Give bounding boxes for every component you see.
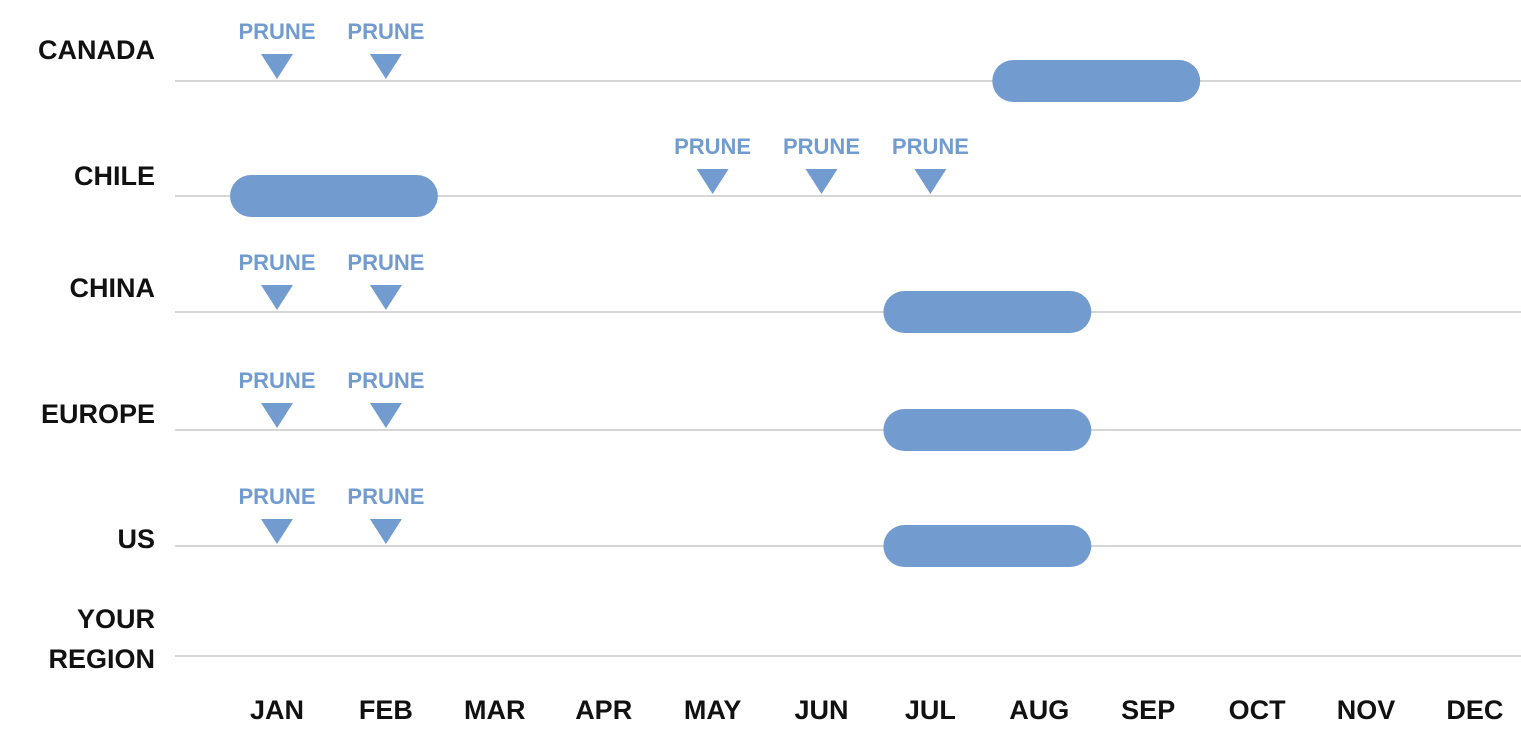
prune-marker (261, 285, 293, 310)
row-label: EUROPE (41, 399, 155, 429)
prune-marker (369, 54, 402, 79)
month-label: FEB (359, 695, 413, 725)
row-label: REGION (48, 644, 155, 674)
month-label: OCT (1229, 695, 1287, 725)
row-label: CHINA (70, 273, 156, 303)
month-label: JUN (794, 695, 848, 725)
month-label: APR (575, 695, 632, 725)
prune-label: PRUNE (783, 134, 860, 159)
prune-marker (696, 169, 729, 194)
prune-label: PRUNE (238, 19, 315, 44)
row-label: YOUR (77, 604, 155, 634)
prune-label: PRUNE (347, 250, 424, 275)
prune-marker (261, 403, 293, 428)
prune-label: PRUNE (892, 134, 969, 159)
prune-marker (914, 169, 947, 194)
prune-marker (369, 285, 402, 310)
month-label: NOV (1337, 695, 1396, 725)
prune-label: PRUNE (347, 368, 424, 393)
prune-marker (261, 54, 293, 79)
season-bar (883, 291, 1092, 333)
season-bar (883, 409, 1092, 451)
prune-label: PRUNE (347, 19, 424, 44)
month-label: DEC (1446, 695, 1503, 725)
prune-label: PRUNE (238, 484, 315, 509)
prune-marker (261, 519, 293, 544)
month-label: AUG (1009, 695, 1069, 725)
prune-marker (805, 169, 838, 194)
row-label: CHILE (74, 161, 155, 191)
prune-marker (369, 403, 402, 428)
prune-label: PRUNE (674, 134, 751, 159)
month-label: JAN (250, 695, 304, 725)
row-label: US (117, 524, 155, 554)
prune-marker (369, 519, 402, 544)
month-label: MAY (684, 695, 742, 725)
row-label: CANADA (38, 35, 155, 65)
prune-label: PRUNE (347, 484, 424, 509)
month-label: SEP (1121, 695, 1175, 725)
season-bar (992, 60, 1201, 102)
month-label: MAR (464, 695, 526, 725)
prune-label: PRUNE (238, 368, 315, 393)
season-bar (883, 525, 1092, 567)
season-bar (230, 175, 438, 217)
prune-label: PRUNE (238, 250, 315, 275)
month-label: JUL (905, 695, 956, 725)
